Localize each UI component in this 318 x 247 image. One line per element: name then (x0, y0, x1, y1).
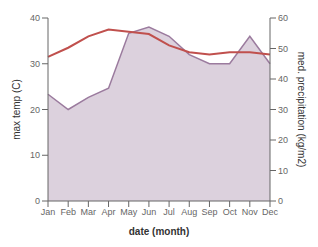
svg-text:60: 60 (278, 13, 288, 23)
svg-text:0: 0 (35, 196, 40, 206)
svg-text:0: 0 (278, 196, 283, 206)
svg-text:50: 50 (278, 44, 288, 54)
svg-text:10: 10 (30, 150, 40, 160)
svg-text:date (month): date (month) (129, 226, 190, 237)
svg-text:max temp (C): max temp (C) (11, 79, 22, 140)
svg-text:20: 20 (30, 105, 40, 115)
svg-text:Oct: Oct (223, 207, 238, 217)
svg-text:Feb: Feb (60, 207, 76, 217)
svg-text:20: 20 (278, 135, 288, 145)
svg-text:Jan: Jan (41, 207, 56, 217)
svg-text:30: 30 (30, 59, 40, 69)
svg-text:Sep: Sep (201, 207, 217, 217)
svg-text:Apr: Apr (102, 207, 116, 217)
svg-text:10: 10 (278, 166, 288, 176)
svg-text:40: 40 (278, 74, 288, 84)
svg-text:40: 40 (30, 13, 40, 23)
svg-text:med. precipitation (kg/m2): med. precipitation (kg/m2) (296, 52, 307, 168)
svg-text:May: May (120, 207, 138, 217)
svg-text:30: 30 (278, 105, 288, 115)
svg-text:Jul: Jul (163, 207, 175, 217)
svg-text:Mar: Mar (81, 207, 97, 217)
svg-text:Jun: Jun (142, 207, 157, 217)
svg-text:Nov: Nov (242, 207, 259, 217)
svg-text:Dec: Dec (262, 207, 279, 217)
svg-text:Aug: Aug (181, 207, 197, 217)
